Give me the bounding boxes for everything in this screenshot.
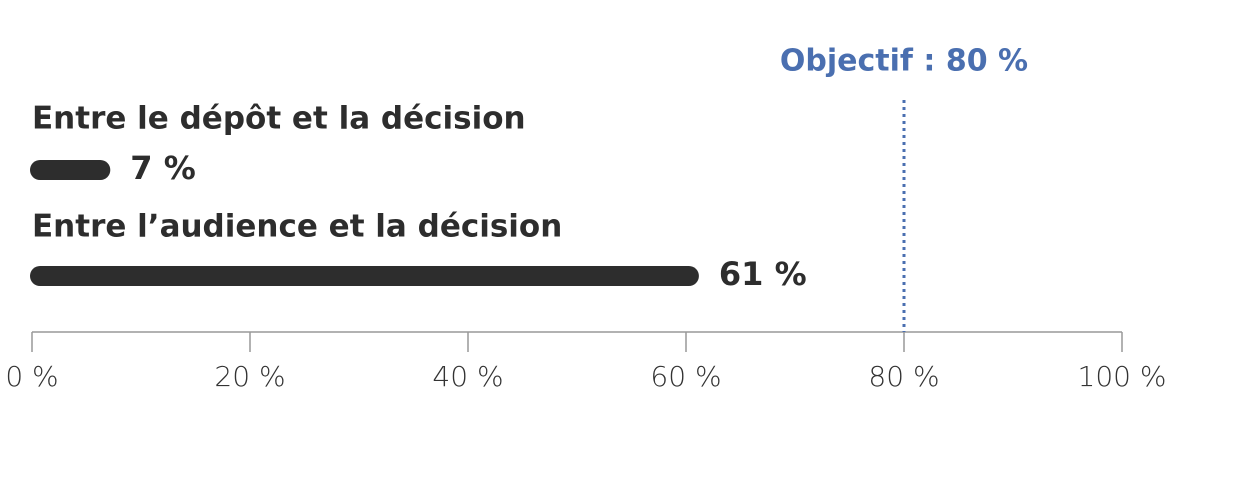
bar: [30, 160, 111, 180]
value-label: 61 %: [719, 255, 807, 293]
x-tick-label: 80 %: [868, 360, 939, 393]
value-label: 7 %: [130, 149, 195, 187]
x-tick-label: 100 %: [1078, 360, 1167, 393]
x-tick-label: 40 %: [432, 360, 503, 393]
bar: [30, 266, 699, 286]
x-tick-label: 60 %: [650, 360, 721, 393]
category-label: Entre le dépôt et la décision: [32, 101, 526, 137]
x-tick-label: 0 %: [5, 360, 58, 393]
category-label: Entre l’audience et la décision: [32, 209, 562, 245]
target-label: Objectif : 80 %: [780, 44, 1028, 79]
x-tick-label: 20 %: [214, 360, 285, 393]
